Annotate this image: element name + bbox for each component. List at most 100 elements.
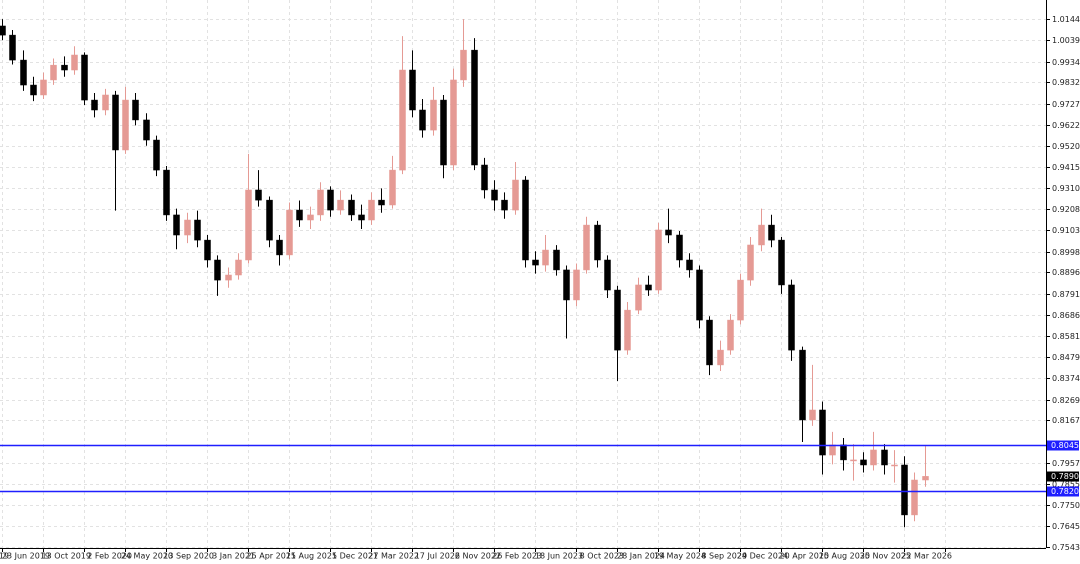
x-tick-label: 23 Jun 2019	[2, 552, 50, 561]
x-tick-label: 15 Aug 2021	[286, 552, 337, 561]
candle-body	[317, 189, 324, 216]
x-tick-label: 30 Nov 2025	[860, 552, 911, 561]
candle-body	[809, 409, 816, 421]
candle-body	[389, 169, 396, 206]
x-tick-label: 25 Apr 2021	[247, 552, 296, 561]
candle-body	[50, 64, 57, 81]
candle-body	[604, 259, 611, 291]
candle-body	[460, 49, 467, 81]
candle-body	[9, 34, 16, 61]
y-tick-label: 1.01440	[1052, 15, 1080, 24]
candle-body	[768, 224, 775, 241]
candle-body	[235, 259, 242, 276]
candle-body	[61, 64, 68, 71]
candle-body	[307, 214, 314, 221]
candle-body	[132, 99, 139, 121]
x-tick-label: 26 Feb 2023	[492, 552, 542, 561]
candle-body	[378, 199, 385, 206]
candle-body	[348, 199, 355, 216]
candle-body	[727, 319, 734, 351]
candle-body	[542, 249, 549, 266]
candle-body	[266, 199, 273, 241]
candle-body	[594, 224, 601, 261]
candle-body	[184, 219, 191, 236]
candle-body	[399, 69, 406, 171]
x-tick-label: 13 Oct 2019	[42, 552, 91, 561]
candle-body	[255, 189, 262, 201]
candle-body	[686, 259, 693, 271]
candle-body	[706, 319, 713, 366]
candle-body	[522, 179, 529, 261]
candle-body	[676, 234, 683, 261]
candle-body	[276, 239, 283, 256]
candle-body	[635, 284, 642, 311]
candle-body	[717, 349, 724, 366]
candle-body	[368, 199, 375, 221]
x-tick-label: 10 Aug 2025	[819, 552, 870, 561]
candle-body	[829, 444, 836, 456]
candle-body	[512, 179, 519, 211]
candle-body	[296, 209, 303, 221]
current-price-label: 0.78909	[1051, 472, 1080, 481]
candle-body	[747, 244, 754, 281]
x-tick-label: 3 Jan 2021	[212, 552, 255, 561]
candle-body	[337, 199, 344, 211]
price-tag	[1047, 440, 1079, 451]
candle-body	[30, 84, 37, 96]
x-tick-label: 5 Dec 2021	[332, 552, 378, 561]
candle-body	[286, 209, 293, 256]
x-tick-label: 22 Mar 2026	[901, 552, 952, 561]
candle-body	[491, 189, 498, 201]
candle-body	[91, 99, 98, 111]
x-tick-label: 20 Apr 2025	[780, 552, 829, 561]
candle-body	[153, 139, 160, 171]
x-tick-label: 24 May 2020	[121, 552, 173, 561]
candle-body	[440, 99, 447, 166]
x-tick-label: 2 Feb 2020	[87, 552, 132, 561]
candle-body	[40, 79, 47, 96]
candle-body	[911, 479, 918, 516]
candle-body	[922, 476, 929, 481]
candle-body	[696, 269, 703, 321]
candle-body	[102, 94, 109, 111]
candle-body	[204, 239, 211, 261]
candle-body	[819, 409, 826, 456]
candle-body	[850, 459, 857, 462]
y-tick-label: 0.75430	[1052, 543, 1080, 552]
candle-body	[245, 189, 252, 261]
candle-body	[122, 99, 129, 151]
candle-body	[481, 164, 488, 191]
candle-body	[840, 444, 847, 461]
candle-body	[553, 249, 560, 271]
candle-body	[532, 259, 539, 266]
candle-body	[758, 224, 765, 246]
x-tick-label: 18 Jun 2023	[535, 552, 583, 561]
candle-body	[471, 49, 478, 166]
candle-body	[655, 229, 662, 291]
x-tick-label: 6 Nov 2022	[455, 552, 501, 561]
candle-body	[81, 54, 88, 101]
x-tick-label: 8 Sep 2024	[701, 552, 747, 561]
candle-body	[665, 229, 672, 236]
candle-body	[358, 214, 365, 221]
candle-body	[430, 99, 437, 131]
